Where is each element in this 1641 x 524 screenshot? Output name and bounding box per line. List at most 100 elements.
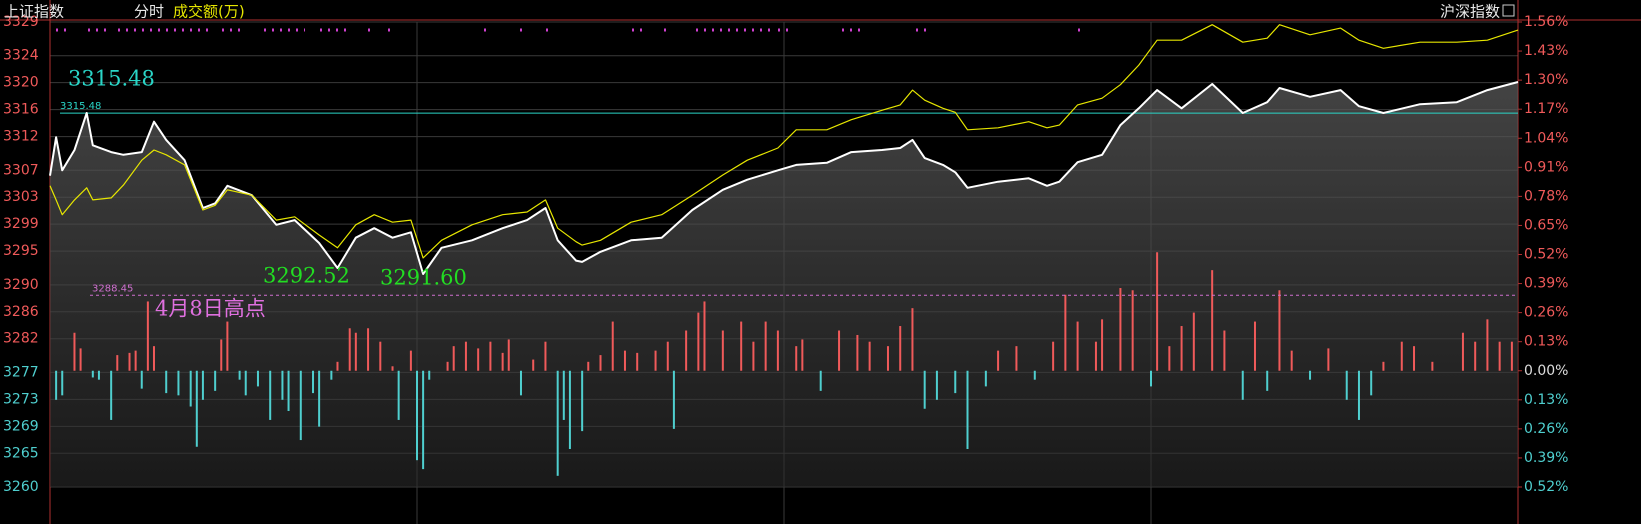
y2-tick-label: 0.13% (1524, 392, 1568, 408)
bar (1474, 341, 1477, 371)
y2-tick-label: 0.91% (1524, 159, 1568, 175)
bar (128, 352, 131, 371)
bar (611, 321, 614, 371)
bar (1076, 321, 1079, 371)
bar (312, 370, 315, 394)
bar (966, 370, 969, 449)
bar (636, 352, 639, 371)
bar (1266, 370, 1269, 391)
y-tick-label: 3312 (3, 129, 39, 145)
y2-tick-label: 1.43% (1524, 43, 1568, 59)
bar (165, 370, 168, 394)
bar (1101, 319, 1104, 371)
bar (287, 370, 290, 411)
bar (562, 370, 565, 420)
bar (220, 339, 223, 371)
y2-tick-label: 1.30% (1524, 72, 1568, 88)
bar (623, 350, 626, 371)
annotation: 3291.60 (380, 266, 467, 290)
selector-icon[interactable] (1502, 4, 1515, 17)
bar (201, 370, 204, 400)
bar (146, 301, 149, 371)
bar (501, 352, 504, 371)
bar (256, 370, 259, 387)
bar (318, 370, 321, 427)
bar (1382, 361, 1385, 371)
y-tick-label: 3316 (3, 102, 39, 118)
bar (1223, 330, 1226, 371)
bar (838, 330, 841, 371)
bar (1290, 350, 1293, 371)
bar (935, 370, 938, 400)
bar (464, 341, 467, 371)
y-tick-label: 3320 (3, 75, 39, 91)
reference-layer: 3315.48 3288.45 (60, 101, 1518, 296)
bar (1510, 341, 1513, 371)
bar (666, 341, 669, 371)
bar (764, 321, 767, 371)
bar (740, 321, 743, 371)
bar (177, 370, 180, 396)
y-tick-label: 3260 (3, 479, 39, 495)
bar (379, 341, 382, 371)
bar (416, 370, 418, 461)
y2-tick-label: 1.17% (1524, 101, 1568, 117)
bar (819, 370, 822, 391)
bar (55, 370, 58, 400)
y2-tick-label: 1.56% (1524, 14, 1568, 30)
bar (721, 330, 724, 371)
bar (568, 370, 571, 449)
bar (354, 332, 357, 371)
y-tick-label: 3295 (3, 243, 39, 259)
bar (954, 370, 957, 394)
bar (507, 339, 510, 371)
bar (1327, 348, 1330, 371)
bar (422, 370, 425, 470)
annotation: 3292.52 (263, 264, 350, 288)
y2-tick-label: 0.26% (1524, 305, 1568, 321)
bar (489, 341, 492, 371)
bar (1211, 270, 1214, 371)
volume-label[interactable]: 成交额(万) (173, 3, 245, 21)
bar (226, 321, 229, 371)
chart-title: 上证指数 (4, 3, 64, 21)
bar (1033, 370, 1036, 380)
annotation: 3315.48 (68, 67, 155, 91)
bar (244, 370, 247, 396)
bar (409, 350, 412, 371)
bar (1309, 370, 1312, 380)
bar (1241, 370, 1244, 400)
y2-tick-label: 0.52% (1524, 479, 1568, 495)
bar (391, 366, 394, 371)
bar (73, 332, 76, 371)
bar (1357, 370, 1360, 420)
bar (79, 348, 82, 371)
reference-label: 3288.45 (92, 283, 133, 294)
bar (348, 328, 351, 371)
index-selector[interactable]: 沪深指数 (1440, 3, 1500, 21)
bar (532, 359, 535, 371)
bar (195, 370, 198, 447)
bar (189, 370, 192, 407)
y-tick-label: 3269 (3, 418, 39, 434)
y-tick-label: 3265 (3, 445, 39, 461)
y2-tick-label: 0.78% (1524, 188, 1568, 204)
period-label[interactable]: 分时 (134, 3, 164, 21)
bar (336, 361, 339, 371)
bar (544, 341, 547, 371)
line-layer (49, 24, 1519, 275)
y2-tick-label: 0.65% (1524, 217, 1568, 233)
bar (1400, 341, 1403, 371)
bar (776, 330, 779, 371)
bar (654, 350, 657, 371)
bar (91, 370, 94, 378)
bar (61, 370, 64, 396)
y-tick-label: 3299 (3, 216, 39, 232)
y-tick-label: 3307 (3, 162, 39, 178)
bar (1064, 294, 1067, 371)
bar (672, 370, 675, 429)
bar (1413, 346, 1416, 371)
bar (330, 370, 333, 380)
bar (997, 350, 1000, 371)
